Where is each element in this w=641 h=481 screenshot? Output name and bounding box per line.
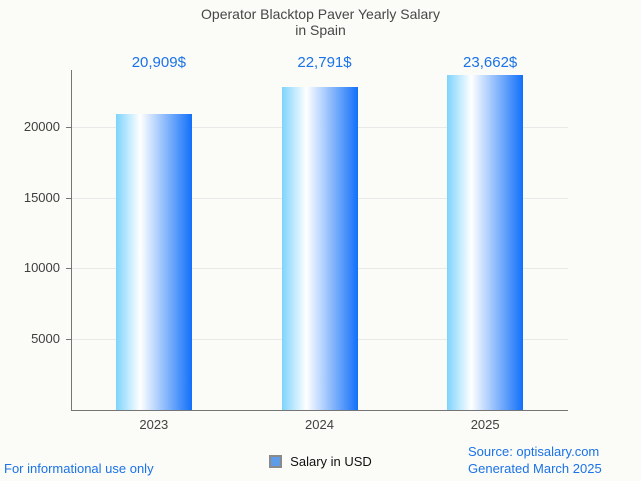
y-axis-tick-label: 10000 <box>23 260 60 276</box>
legend-swatch-icon <box>269 454 283 468</box>
bar-value-label: 23,662$ <box>463 54 518 71</box>
x-axis-category-label: 2023 <box>139 417 169 432</box>
bar-2025 <box>447 74 524 410</box>
x-axis-category-label: 2024 <box>305 417 334 432</box>
source-block: Source: optisalary.com Generated March 2… <box>468 444 602 477</box>
source-text: Source: optisalary.com <box>468 444 600 459</box>
bar-value-label: 20,909$ <box>131 54 186 71</box>
x-axis-line <box>71 410 568 411</box>
disclaimer-text: For informational use only <box>4 461 154 476</box>
legend: Salary in USD <box>0 452 641 470</box>
y-axis-tick <box>66 268 71 270</box>
y-axis-tick-label: 20000 <box>23 118 60 134</box>
chart-title-line1: Operator Blacktop Paver Yearly Salary <box>201 6 440 22</box>
y-axis-line <box>71 70 72 410</box>
y-axis-tick <box>66 339 71 341</box>
y-axis-tick <box>66 197 71 199</box>
y-axis-tick-label: 15000 <box>23 189 60 205</box>
y-axis-tick-label: 5000 <box>31 331 60 347</box>
bar-value-label: 22,791$ <box>297 54 352 71</box>
bar-2023 <box>115 113 192 410</box>
y-axis-tick <box>66 126 71 128</box>
generated-text: Generated March 2025 <box>468 460 602 476</box>
bar-2024 <box>281 87 358 410</box>
chart-title-line2: in Spain <box>295 22 346 38</box>
x-axis-category-label: 2025 <box>470 417 500 432</box>
chart-title: Operator Blacktop Paver Yearly Salary in… <box>0 6 641 38</box>
legend-label: Salary in USD <box>290 453 372 469</box>
